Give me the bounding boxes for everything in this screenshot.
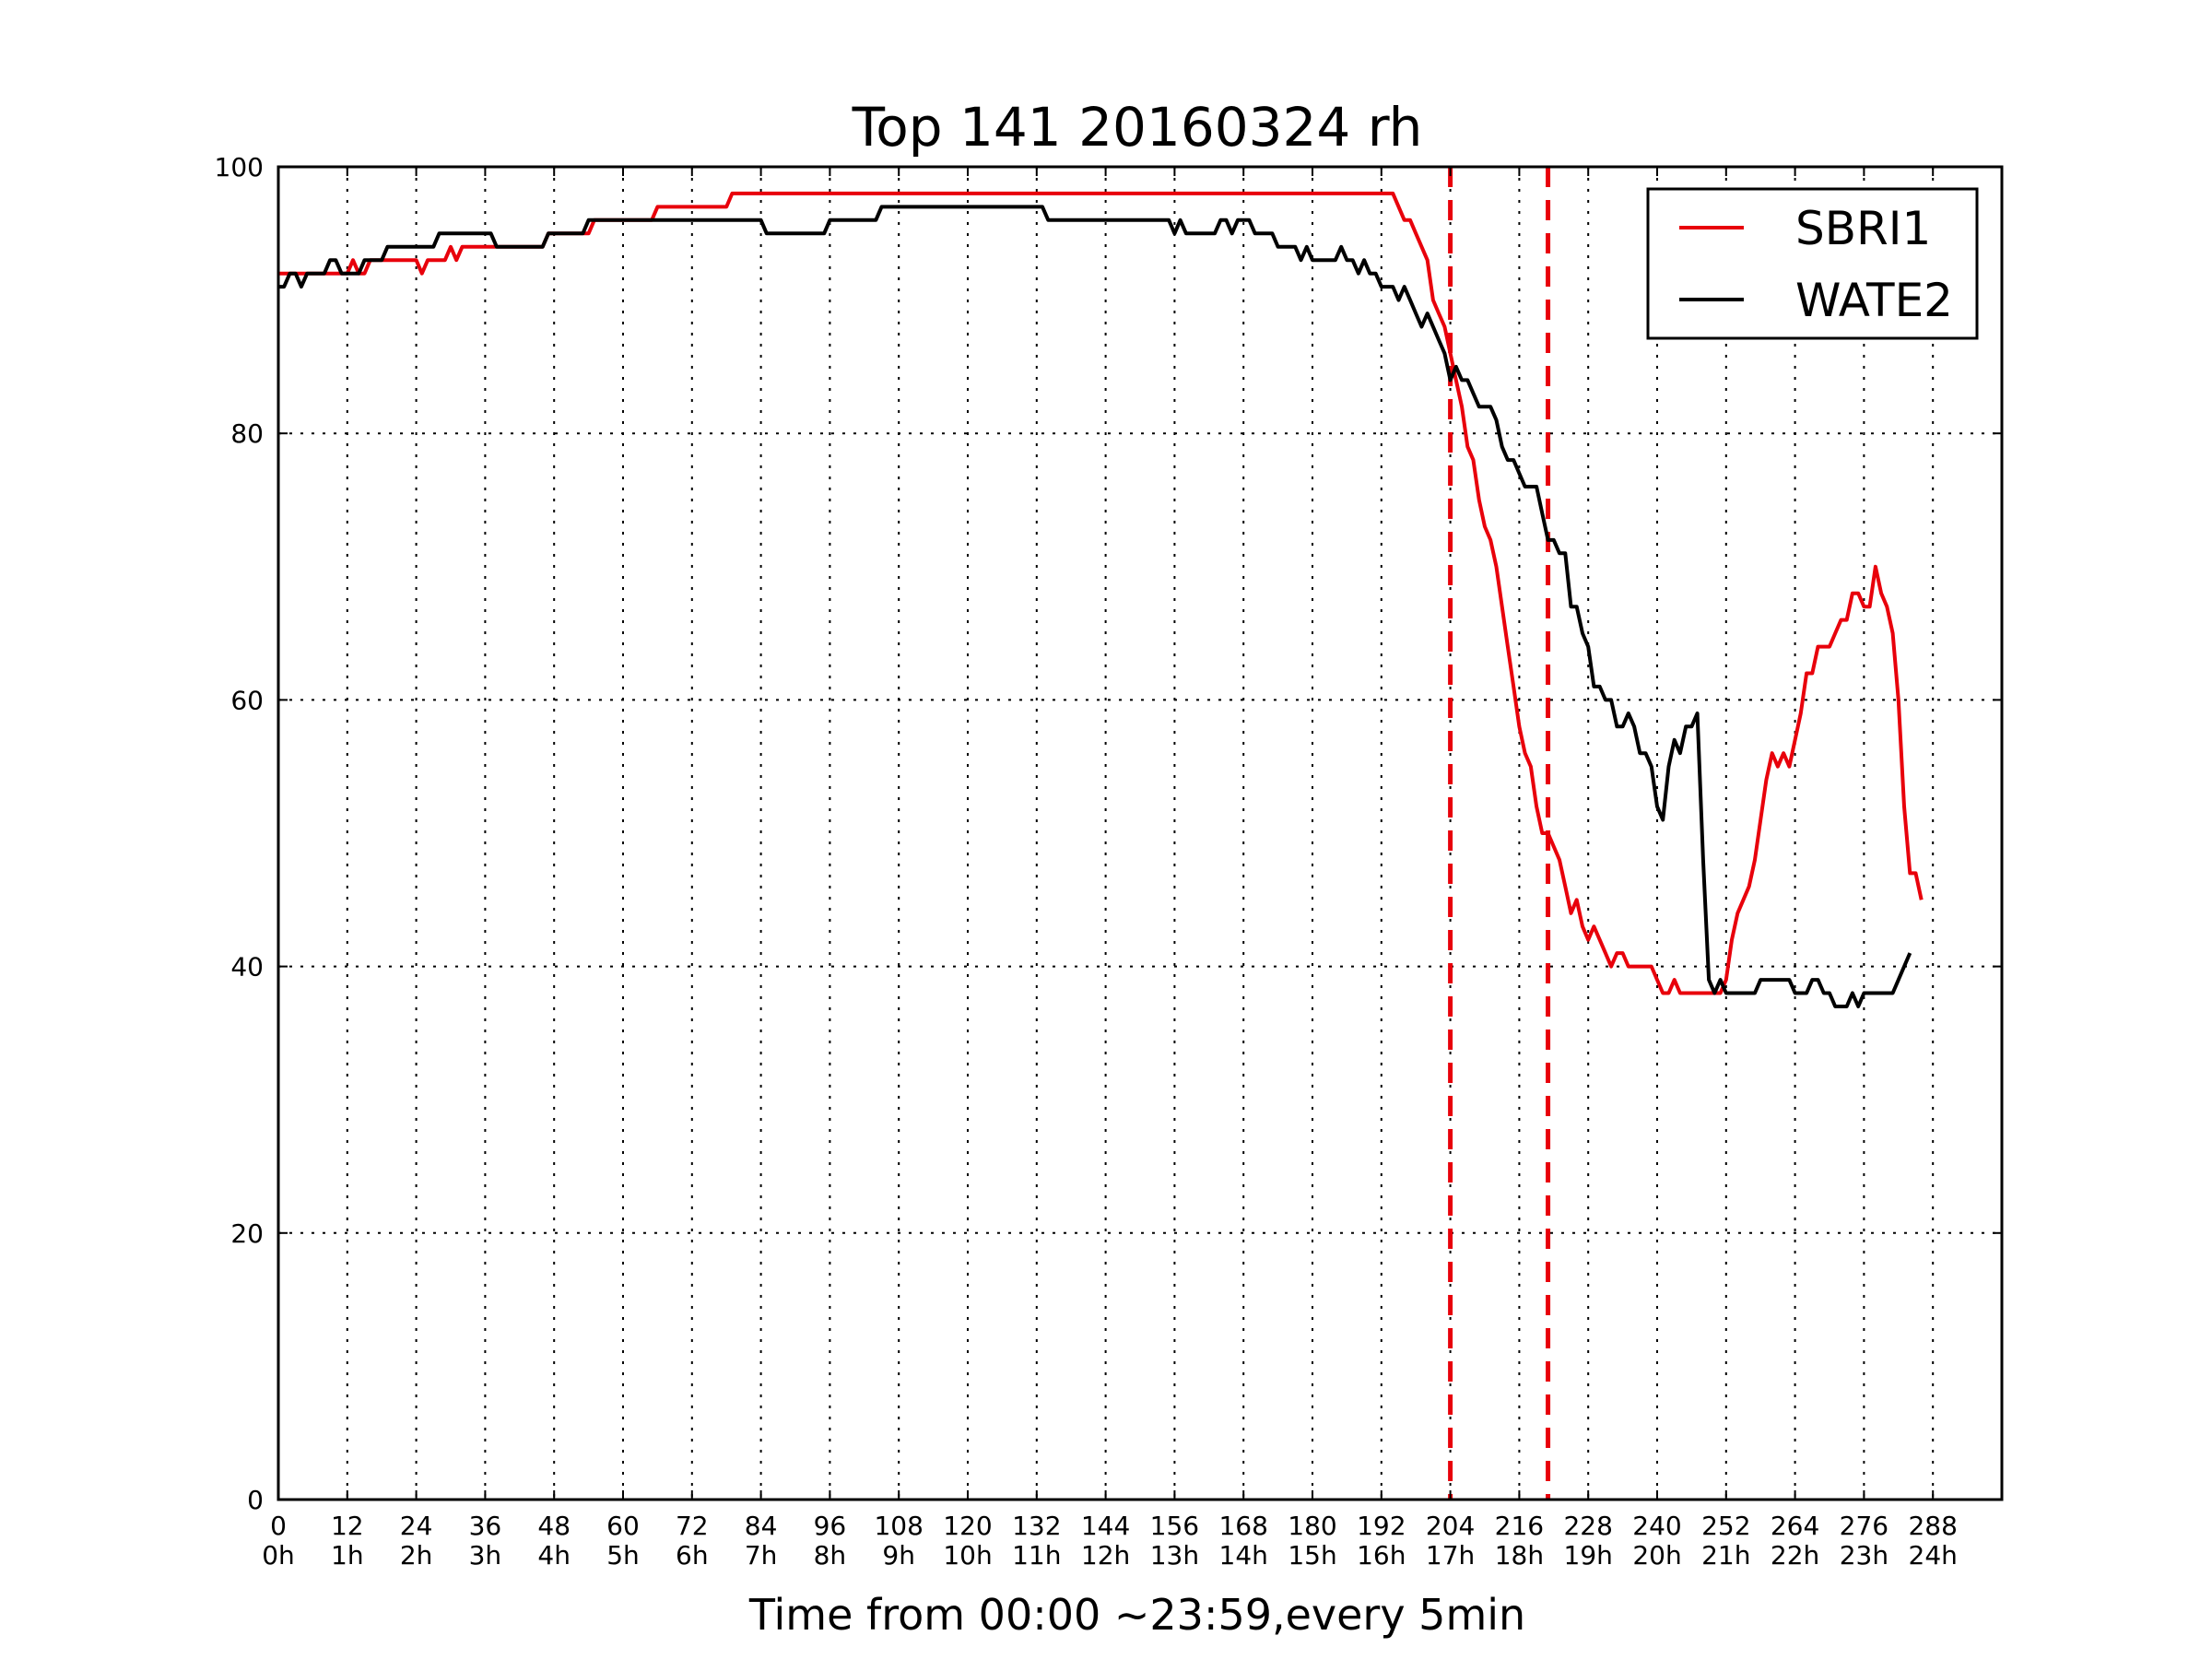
x-tick-sublabel: 14h	[1219, 1540, 1268, 1571]
x-tick-label: 48	[537, 1511, 571, 1541]
grid	[277, 167, 2002, 1500]
x-tick-label: 276	[1840, 1511, 1888, 1541]
x-tick-label: 36	[469, 1511, 502, 1541]
x-tick-sublabel: 12h	[1081, 1540, 1130, 1571]
legend: SBRI1 WATE2	[1646, 187, 1979, 340]
y-axis-ticks: 0 20 40 60 80 100	[215, 152, 2002, 1515]
x-tick-sublabel: 17h	[1426, 1540, 1475, 1571]
x-tick-sublabel: 13h	[1150, 1540, 1199, 1571]
legend-label: SBRI1	[1795, 202, 1931, 255]
x-tick-sublabel: 3h	[469, 1540, 502, 1571]
x-tick-sublabel: 20h	[1632, 1540, 1681, 1571]
x-tick-label: 0	[270, 1511, 287, 1541]
series-lines	[278, 191, 1924, 1008]
legend-box	[1646, 187, 1979, 340]
legend-label: WATE2	[1795, 274, 1953, 327]
chart-title: Top 141 20160324 rh	[852, 96, 1423, 159]
x-tick-label: 252	[1701, 1511, 1750, 1541]
x-axis-label: Time from 00:00 ~23:59,every 5min	[748, 1590, 1525, 1640]
x-tick-label: 264	[1771, 1511, 1819, 1541]
x-tick-sublabel: 8h	[814, 1540, 847, 1571]
x-tick-sublabel: 4h	[537, 1540, 571, 1571]
y-tick-label: 80	[230, 418, 264, 449]
x-tick-sublabel: 22h	[1771, 1540, 1819, 1571]
x-tick-label: 24	[400, 1511, 433, 1541]
x-tick-label: 288	[1908, 1511, 1957, 1541]
x-tick-label: 192	[1357, 1511, 1406, 1541]
x-tick-label: 132	[1012, 1511, 1061, 1541]
x-tick-sublabel: 6h	[676, 1540, 709, 1571]
x-tick-sublabel: 19h	[1564, 1540, 1613, 1571]
x-tick-label: 180	[1288, 1511, 1336, 1541]
y-tick-label: 20	[230, 1218, 264, 1249]
x-tick-sublabel: 7h	[745, 1540, 778, 1571]
x-tick-sublabel: 24h	[1909, 1540, 1958, 1571]
x-tick-sublabel: 5h	[606, 1540, 640, 1571]
x-tick-sublabel: 21h	[1701, 1540, 1750, 1571]
x-tick-label: 108	[874, 1511, 923, 1541]
x-tick-sublabel: 10h	[943, 1540, 992, 1571]
x-tick-sublabel: 2h	[400, 1540, 433, 1571]
x-tick-label: 96	[814, 1511, 847, 1541]
x-tick-label: 168	[1218, 1511, 1267, 1541]
x-tick-sublabel: 1h	[331, 1540, 364, 1571]
x-tick-label: 120	[943, 1511, 992, 1541]
x-tick-sublabel: 16h	[1357, 1540, 1406, 1571]
x-tick-sublabel: 11h	[1012, 1540, 1061, 1571]
y-tick-label: 40	[230, 952, 264, 982]
y-tick-label: 0	[247, 1485, 264, 1515]
x-tick-label: 72	[676, 1511, 709, 1541]
x-tick-label: 228	[1563, 1511, 1612, 1541]
x-tick-sublabel: 23h	[1840, 1540, 1888, 1571]
plot-frame	[276, 165, 2004, 1501]
series-line-wate2	[278, 205, 1912, 1008]
x-tick-sublabel: 15h	[1288, 1540, 1336, 1571]
x-tick-label: 240	[1632, 1511, 1681, 1541]
x-tick-label: 204	[1426, 1511, 1475, 1541]
x-tick-label: 84	[745, 1511, 778, 1541]
x-tick-label: 12	[331, 1511, 364, 1541]
x-tick-sublabel: 18h	[1495, 1540, 1544, 1571]
y-tick-label: 60	[230, 685, 264, 715]
y-tick-label: 100	[215, 152, 264, 182]
x-tick-label: 144	[1081, 1511, 1130, 1541]
x-tick-sublabel: 0h	[262, 1540, 295, 1571]
x-tick-sublabel: 9h	[882, 1540, 915, 1571]
x-tick-label: 156	[1150, 1511, 1199, 1541]
x-tick-label: 60	[606, 1511, 640, 1541]
x-tick-label: 216	[1495, 1511, 1544, 1541]
